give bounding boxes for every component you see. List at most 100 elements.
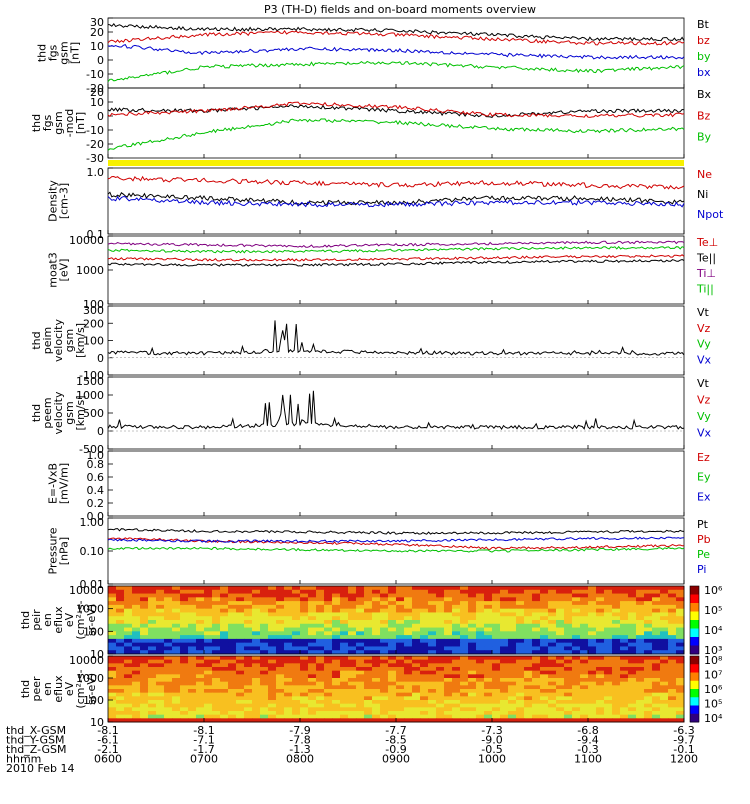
spectrogram-cell (564, 597, 573, 602)
spectrogram-cell (300, 681, 309, 686)
spectrogram-cell (540, 623, 549, 629)
spectrogram-cell (540, 689, 549, 694)
spectrogram-cell (380, 659, 389, 664)
spectrogram-cell (372, 667, 381, 672)
spectrogram-cell (452, 670, 461, 675)
spectrogram-cell (332, 608, 341, 613)
spectrogram-cell (508, 670, 517, 675)
spectrogram-cell (460, 685, 469, 690)
spectrogram-cell (636, 656, 645, 661)
spectrogram-cell (236, 604, 245, 610)
spectrogram-cell (468, 608, 477, 613)
spectrogram-cell (396, 678, 405, 683)
spectrogram-cell (548, 656, 557, 661)
spectrogram-cell (484, 659, 493, 664)
spectrogram-cell (324, 620, 333, 625)
panel-8: 10⁶10⁵10⁴10³10000100010010thdpeireneflux… (19, 584, 723, 661)
spectrogram-cell (340, 703, 349, 708)
spectrogram-cell (300, 714, 309, 719)
spectrogram-cell (204, 670, 213, 675)
spectrogram-cell (572, 703, 581, 708)
spectrogram-cell (348, 696, 357, 701)
spectrogram-cell (276, 623, 285, 629)
spectrogram-cell (636, 627, 645, 632)
spectrogram-cell (556, 612, 565, 617)
spectrogram-cell (164, 642, 173, 647)
spectrogram-cell (396, 696, 405, 701)
spectrogram-cell (252, 703, 261, 708)
spectrogram-cell (220, 608, 229, 613)
spectrogram-cell (428, 604, 437, 610)
spectrogram-cell (580, 714, 589, 719)
spectrogram-cell (460, 612, 469, 617)
spectrogram-cell (372, 711, 381, 716)
spectrogram-cell (124, 593, 133, 598)
spectrogram-cell (628, 586, 637, 591)
spectrogram-cell (116, 681, 125, 686)
y-tick-label: 100 (83, 625, 104, 638)
spectrogram-cell (532, 689, 541, 694)
spectrogram-cell (156, 642, 165, 647)
spectrogram-cell (236, 620, 245, 625)
spectrogram-cell (260, 700, 269, 705)
spectrogram-cell (428, 635, 437, 640)
y-axis-label-line: thd (30, 114, 43, 132)
spectrogram-cell (388, 589, 397, 595)
spectrogram-cell (516, 604, 525, 610)
spectrogram-cell (412, 638, 421, 644)
spectrogram-cell (404, 707, 413, 712)
spectrogram-cell (508, 616, 517, 621)
spectrogram-cell (492, 656, 501, 661)
spectrogram-cell (676, 659, 685, 664)
spectrogram-cell (228, 714, 237, 719)
spectrogram-cell (620, 678, 629, 683)
spectrogram-cell (268, 681, 277, 686)
spectrogram-cell (308, 646, 317, 651)
spectrogram-cell (532, 659, 541, 664)
spectrogram-cell (436, 604, 445, 610)
spectrogram-cell (564, 678, 573, 683)
spectrogram-cell (396, 700, 405, 705)
spectrogram-cell (612, 707, 621, 712)
spectrogram-cell (428, 659, 437, 664)
spectrogram-cell (116, 608, 125, 613)
spectrogram-cell (188, 612, 197, 617)
spectrogram-cell (108, 638, 117, 644)
spectrogram-cell (468, 700, 477, 705)
spectrogram-cell (340, 685, 349, 690)
spectrogram-cell (444, 696, 453, 701)
spectrogram-cell (316, 608, 325, 613)
spectrogram-cell (412, 689, 421, 694)
spectrogram-cell (284, 692, 293, 697)
spectrogram-cell (108, 711, 117, 716)
spectrogram-cell (532, 604, 541, 610)
spectrogram-cell (148, 656, 157, 661)
spectrogram-cell (156, 646, 165, 651)
spectrogram-cell (132, 700, 141, 705)
spectrogram-cell (428, 593, 437, 598)
spectrogram-cell (244, 601, 253, 606)
spectrogram-cell (196, 635, 205, 640)
spectrogram-cell (236, 700, 245, 705)
legend-entry: Npot (697, 208, 724, 221)
spectrogram-cell (436, 586, 445, 591)
spectrogram-cell (612, 604, 621, 610)
spectrogram-cell (500, 714, 509, 719)
spectrogram-cell (628, 707, 637, 712)
spectrogram-cell (388, 659, 397, 664)
spectrogram-cell (156, 586, 165, 591)
spectrogram-cell (252, 670, 261, 675)
spectrogram-cell (140, 616, 149, 621)
spectrogram-cell (172, 650, 181, 655)
spectrogram-cell (564, 620, 573, 625)
spectrogram-cell (164, 620, 173, 625)
spectrogram-cell (460, 586, 469, 591)
spectrogram-cell (132, 667, 141, 672)
spectrogram-cell (180, 650, 189, 655)
spectrogram-cell (172, 696, 181, 701)
spectrogram-cell (588, 593, 597, 598)
spectrogram-cell (388, 667, 397, 672)
spectrogram-cell (524, 604, 533, 610)
spectrogram-cell (340, 601, 349, 606)
spectrogram-cell (356, 656, 365, 661)
